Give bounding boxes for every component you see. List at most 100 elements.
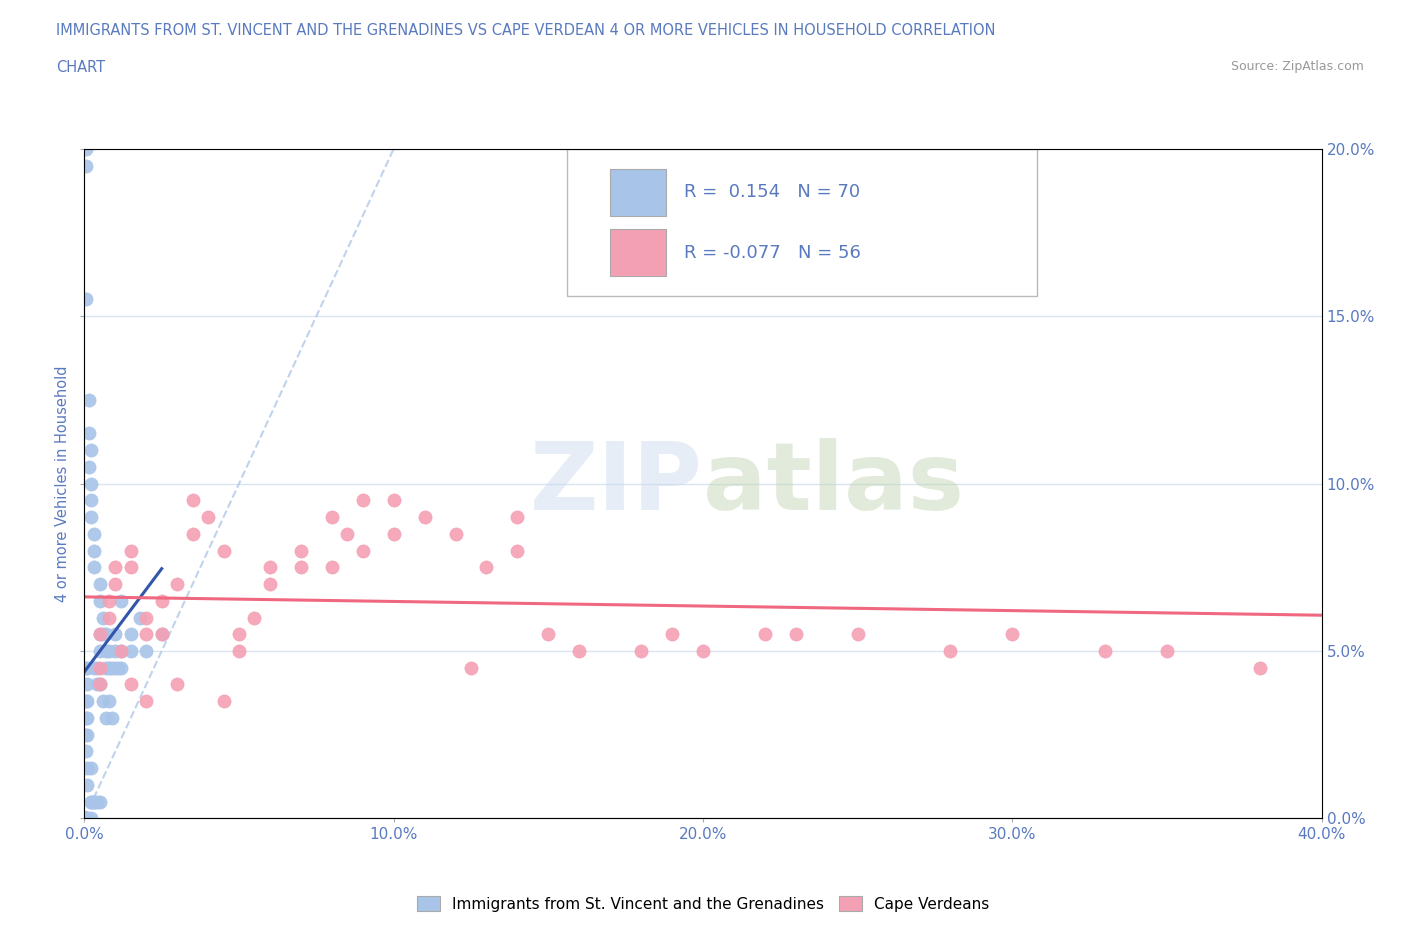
Point bbox=[110, 593, 132, 608]
Point bbox=[785, 627, 807, 642]
Point bbox=[228, 644, 250, 658]
Point bbox=[129, 610, 152, 625]
Point bbox=[107, 660, 129, 675]
Point bbox=[212, 694, 235, 709]
Point bbox=[79, 493, 101, 508]
Text: IMMIGRANTS FROM ST. VINCENT AND THE GRENADINES VS CAPE VERDEAN 4 OR MORE VEHICLE: IMMIGRANTS FROM ST. VINCENT AND THE GREN… bbox=[56, 23, 995, 38]
Point bbox=[79, 443, 101, 458]
Point bbox=[76, 811, 98, 826]
Point bbox=[94, 644, 117, 658]
Point bbox=[104, 660, 127, 675]
Point bbox=[120, 677, 142, 692]
Point bbox=[110, 644, 132, 658]
Point bbox=[135, 610, 157, 625]
Point bbox=[75, 711, 97, 725]
Text: Source: ZipAtlas.com: Source: ZipAtlas.com bbox=[1230, 60, 1364, 73]
Point bbox=[120, 627, 142, 642]
Point bbox=[321, 510, 343, 525]
Point bbox=[75, 660, 97, 675]
Point bbox=[83, 560, 105, 575]
Text: R =  0.154   N = 70: R = 0.154 N = 70 bbox=[685, 183, 860, 201]
Point bbox=[79, 476, 101, 491]
Point bbox=[110, 644, 132, 658]
Point bbox=[444, 526, 467, 541]
Point bbox=[83, 794, 105, 809]
Point bbox=[83, 794, 105, 809]
Point bbox=[846, 627, 869, 642]
Point bbox=[89, 644, 111, 658]
Point bbox=[101, 660, 124, 675]
Point bbox=[89, 577, 111, 591]
Point bbox=[98, 694, 121, 709]
Point bbox=[86, 660, 108, 675]
Point bbox=[290, 543, 312, 558]
Point bbox=[181, 526, 204, 541]
Point bbox=[104, 644, 127, 658]
Point bbox=[243, 610, 266, 625]
Point bbox=[79, 510, 101, 525]
Point bbox=[352, 493, 374, 508]
Point bbox=[75, 744, 97, 759]
Point bbox=[75, 811, 97, 826]
Point bbox=[79, 811, 101, 826]
Point bbox=[1249, 660, 1271, 675]
Point bbox=[94, 711, 117, 725]
Point bbox=[94, 660, 117, 675]
Point bbox=[83, 660, 105, 675]
Point bbox=[197, 510, 219, 525]
Point bbox=[76, 761, 98, 776]
Point bbox=[336, 526, 359, 541]
Point bbox=[104, 577, 127, 591]
Point bbox=[89, 627, 111, 642]
Point bbox=[135, 627, 157, 642]
Point bbox=[259, 577, 281, 591]
Point bbox=[83, 543, 105, 558]
Text: ZIP: ZIP bbox=[530, 438, 703, 529]
Point bbox=[77, 426, 100, 441]
Point bbox=[135, 694, 157, 709]
Point bbox=[382, 493, 405, 508]
Point bbox=[76, 727, 98, 742]
Point bbox=[75, 811, 97, 826]
Point bbox=[98, 644, 121, 658]
Point bbox=[1094, 644, 1116, 658]
Point bbox=[259, 560, 281, 575]
Point bbox=[506, 510, 529, 525]
Point bbox=[413, 510, 436, 525]
Point bbox=[89, 627, 111, 642]
Point bbox=[89, 794, 111, 809]
Point bbox=[76, 694, 98, 709]
Point bbox=[77, 459, 100, 474]
Point bbox=[91, 610, 114, 625]
Point bbox=[568, 644, 591, 658]
Point bbox=[75, 811, 97, 826]
Point bbox=[86, 794, 108, 809]
Point bbox=[89, 677, 111, 692]
Point bbox=[382, 526, 405, 541]
Point bbox=[460, 660, 482, 675]
Point bbox=[77, 392, 100, 407]
Point bbox=[166, 677, 188, 692]
Point bbox=[76, 660, 98, 675]
Point bbox=[75, 158, 97, 173]
Point bbox=[150, 593, 173, 608]
Point bbox=[89, 593, 111, 608]
Point bbox=[75, 292, 97, 307]
Point bbox=[75, 811, 97, 826]
Text: R = -0.077   N = 56: R = -0.077 N = 56 bbox=[685, 244, 862, 261]
Point bbox=[79, 794, 101, 809]
Point bbox=[94, 627, 117, 642]
Point bbox=[79, 761, 101, 776]
Point bbox=[166, 577, 188, 591]
FancyBboxPatch shape bbox=[610, 169, 666, 216]
Point bbox=[150, 627, 173, 642]
Point bbox=[135, 644, 157, 658]
FancyBboxPatch shape bbox=[610, 229, 666, 276]
Point bbox=[939, 644, 962, 658]
Point bbox=[110, 660, 132, 675]
Point bbox=[1156, 644, 1178, 658]
Point bbox=[91, 694, 114, 709]
Point bbox=[79, 794, 101, 809]
Point bbox=[89, 677, 111, 692]
Point bbox=[290, 560, 312, 575]
